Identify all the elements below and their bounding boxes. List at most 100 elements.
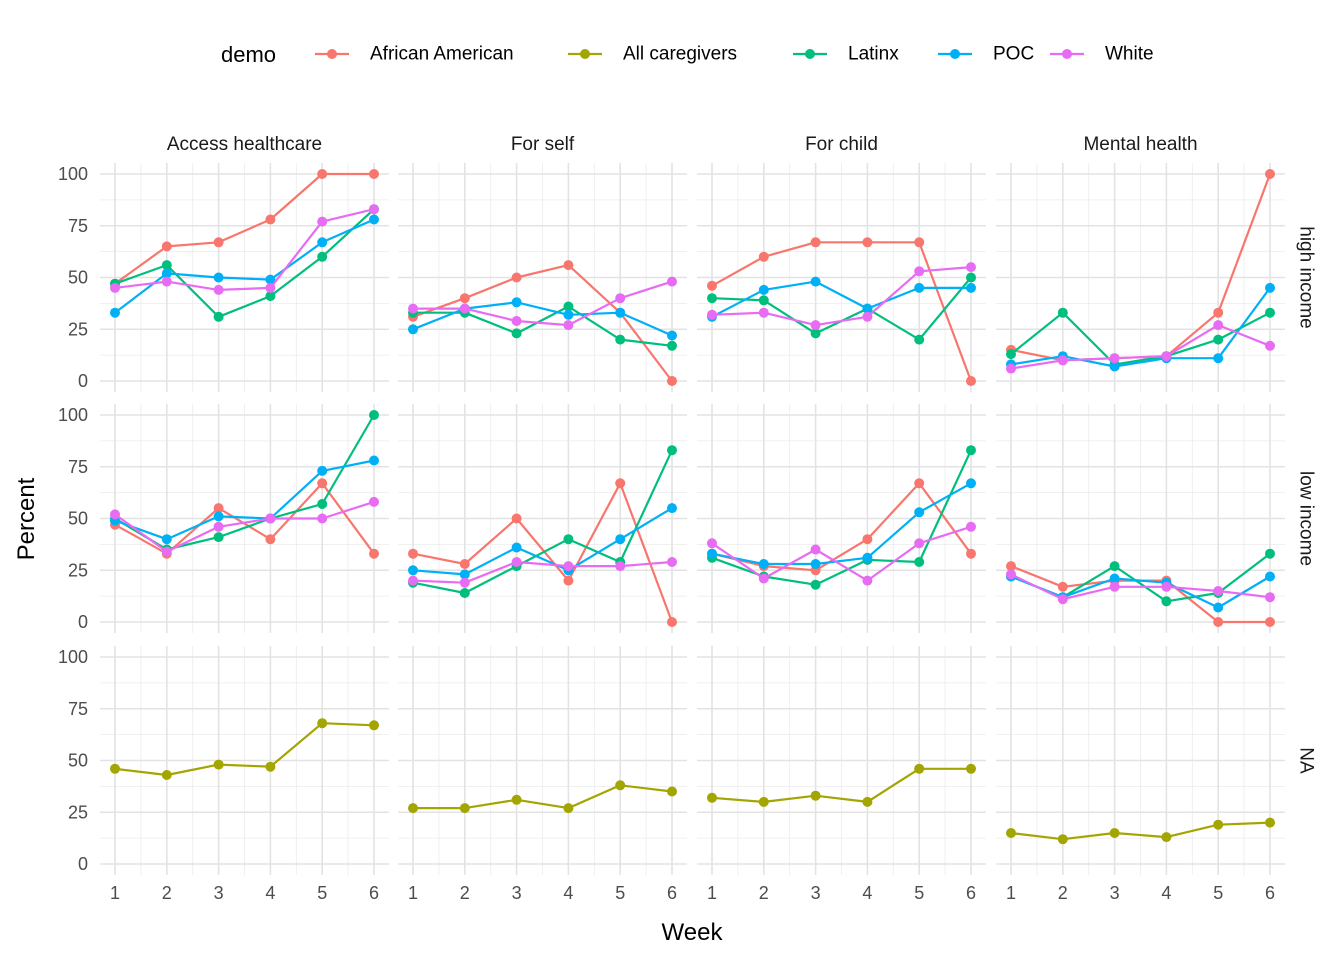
series-line xyxy=(114,208,375,318)
data-point xyxy=(1213,602,1224,613)
data-point xyxy=(563,534,574,545)
data-point xyxy=(1265,817,1275,828)
data-point xyxy=(213,311,224,322)
data-point xyxy=(511,316,522,326)
panel-grid xyxy=(398,404,687,633)
data-point xyxy=(459,803,470,814)
data-point xyxy=(563,561,574,572)
y-tick-label: 0 xyxy=(78,612,88,632)
series-line xyxy=(413,280,673,327)
data-point xyxy=(1006,561,1016,572)
data-point xyxy=(707,538,717,549)
y-tick-label: 100 xyxy=(58,647,88,667)
x-tick-label: 2 xyxy=(162,883,172,903)
data-point xyxy=(369,204,379,215)
data-point xyxy=(667,557,677,567)
data-point xyxy=(862,796,873,807)
series-line xyxy=(1010,311,1271,366)
legend-key-point xyxy=(950,49,960,59)
data-point xyxy=(1213,320,1224,331)
data-point xyxy=(317,216,328,227)
data-point xyxy=(1057,307,1068,318)
data-point xyxy=(511,794,522,805)
data-point xyxy=(862,552,873,563)
data-point xyxy=(213,237,224,248)
data-point xyxy=(1161,581,1172,592)
x-tick-label: 5 xyxy=(914,883,924,903)
panel-grid xyxy=(100,646,389,875)
x-tick-label: 4 xyxy=(265,883,275,903)
data-point xyxy=(862,237,873,248)
data-point xyxy=(317,478,328,489)
data-point xyxy=(1265,282,1275,293)
data-point xyxy=(563,301,574,312)
series-line xyxy=(1010,821,1271,841)
y-tick-label: 50 xyxy=(68,268,88,288)
y-tick-label: 100 xyxy=(58,405,88,425)
x-tick-label: 3 xyxy=(1110,883,1120,903)
data-point xyxy=(161,534,172,545)
data-point xyxy=(707,280,717,291)
x-tick-label: 1 xyxy=(1006,883,1016,903)
data-point xyxy=(1213,353,1224,364)
data-point xyxy=(459,588,470,598)
data-point xyxy=(161,260,172,271)
x-tick-label: 6 xyxy=(966,883,976,903)
data-point xyxy=(810,579,821,590)
data-point xyxy=(810,328,821,339)
x-tick-label: 5 xyxy=(317,883,327,903)
x-tick-label: 3 xyxy=(512,883,522,903)
data-point xyxy=(459,303,470,314)
panel-grid xyxy=(996,646,1285,875)
data-point xyxy=(1109,828,1120,838)
x-axis-title: Week xyxy=(662,919,724,946)
data-point xyxy=(369,169,379,179)
data-point xyxy=(707,293,717,304)
data-point xyxy=(862,303,873,314)
data-point xyxy=(615,780,626,791)
panel-grid xyxy=(697,646,986,875)
series-line xyxy=(412,301,673,337)
data-point xyxy=(914,763,925,774)
row-strip-label: low income xyxy=(1296,471,1317,566)
data-point xyxy=(810,237,821,248)
data-point xyxy=(1006,363,1016,374)
row-strip-label: NA xyxy=(1296,747,1317,774)
data-point xyxy=(810,320,821,331)
data-point xyxy=(667,445,677,456)
series-line xyxy=(114,459,375,541)
data-point xyxy=(1265,340,1275,351)
data-point xyxy=(161,546,172,557)
data-point xyxy=(161,276,172,287)
y-tick-label: 25 xyxy=(68,319,88,339)
panel-series xyxy=(408,445,677,627)
data-point xyxy=(1265,307,1275,318)
data-point xyxy=(459,293,470,304)
data-point xyxy=(862,575,873,586)
data-point xyxy=(511,513,522,524)
data-point xyxy=(369,496,379,507)
data-point xyxy=(265,274,276,285)
data-point xyxy=(966,548,976,559)
data-point xyxy=(914,282,925,293)
x-tick-label: 1 xyxy=(408,883,418,903)
panel-series xyxy=(1006,548,1275,627)
data-point xyxy=(1057,355,1068,366)
data-point xyxy=(110,307,120,318)
panel-series xyxy=(707,445,976,590)
legend-key-point xyxy=(327,49,337,59)
x-tick-label: 4 xyxy=(563,883,573,903)
data-point xyxy=(1265,571,1275,582)
data-point xyxy=(265,282,276,293)
data-point xyxy=(459,569,470,580)
data-point xyxy=(511,542,522,553)
data-point xyxy=(369,548,379,559)
data-point xyxy=(615,478,626,489)
panel-grid xyxy=(398,163,687,392)
data-point xyxy=(615,307,626,318)
data-point xyxy=(966,262,976,273)
data-point xyxy=(213,759,224,770)
data-point xyxy=(1109,361,1120,372)
legend-label: African American xyxy=(370,44,514,65)
